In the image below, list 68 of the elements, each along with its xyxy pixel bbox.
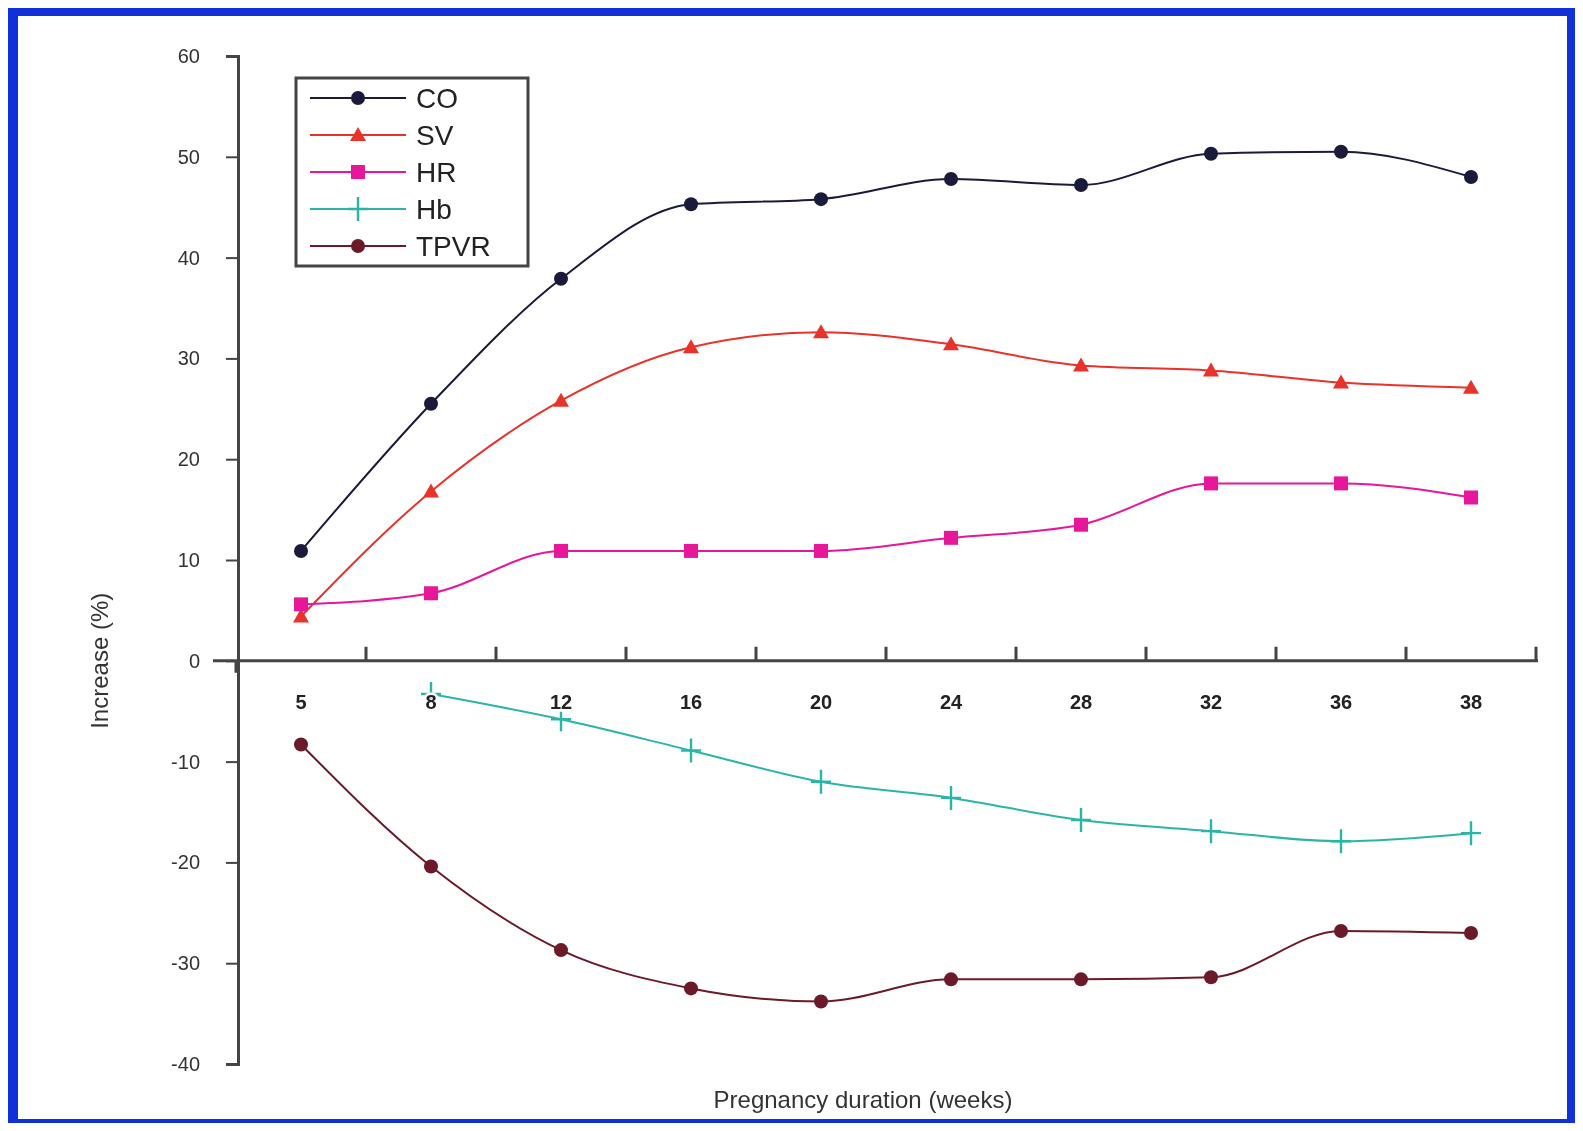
x-tick-label: 28 bbox=[1069, 690, 1093, 713]
point bbox=[1074, 972, 1088, 987]
y-tick-label: -10 bbox=[171, 750, 200, 773]
point bbox=[294, 543, 308, 558]
point bbox=[423, 483, 439, 498]
point bbox=[1464, 169, 1478, 184]
x-tick-label: 24 bbox=[939, 690, 963, 713]
legend-label: Hb bbox=[416, 193, 452, 225]
legend-label: TPVR bbox=[416, 230, 491, 262]
point bbox=[681, 738, 701, 763]
point bbox=[813, 324, 829, 339]
y-tick-label: 40 bbox=[177, 246, 200, 269]
x-tick-label: 5 bbox=[295, 690, 307, 713]
x-tick-label: 32 bbox=[1199, 690, 1223, 713]
point bbox=[554, 943, 568, 958]
point bbox=[1333, 374, 1349, 389]
y-tick-label: 50 bbox=[177, 145, 200, 168]
point bbox=[944, 972, 958, 987]
y-tick-label: 60 bbox=[177, 44, 200, 67]
point bbox=[684, 543, 698, 558]
x-tick-label: 16 bbox=[679, 690, 703, 713]
y-tick-label: 10 bbox=[177, 548, 200, 571]
x-tick-label: 12 bbox=[549, 690, 573, 713]
x-axis-title: Pregnancy duration (weeks) bbox=[713, 1086, 1013, 1113]
point bbox=[424, 586, 438, 601]
legend-label: SV bbox=[416, 119, 454, 151]
point bbox=[294, 597, 308, 612]
point bbox=[424, 859, 438, 874]
point bbox=[684, 981, 698, 996]
point bbox=[814, 543, 828, 558]
point bbox=[944, 530, 958, 545]
point bbox=[943, 336, 959, 351]
point bbox=[1463, 379, 1479, 394]
point bbox=[553, 392, 569, 407]
point bbox=[1464, 490, 1478, 505]
point bbox=[1334, 923, 1348, 938]
point bbox=[294, 737, 308, 752]
x-tick-label: 36 bbox=[1329, 690, 1353, 713]
y-tick-label: -30 bbox=[171, 952, 200, 975]
x-tick-label: 20 bbox=[809, 690, 833, 713]
point bbox=[1074, 178, 1088, 193]
point bbox=[1464, 925, 1478, 940]
y-tick-label: -20 bbox=[171, 851, 200, 874]
y-tick-label: 0 bbox=[188, 649, 200, 672]
point bbox=[944, 171, 958, 186]
y-tick-label: -40 bbox=[171, 1052, 200, 1075]
point bbox=[554, 543, 568, 558]
point bbox=[683, 339, 699, 354]
x-tick-label: 8 bbox=[425, 690, 437, 713]
point bbox=[554, 271, 568, 286]
point bbox=[1334, 476, 1348, 491]
x-tick-label: 38 bbox=[1459, 690, 1483, 713]
y-tick-label: 30 bbox=[177, 347, 200, 370]
point bbox=[1074, 517, 1088, 532]
y-axis-title: Increase (%) bbox=[86, 592, 113, 729]
legend-label: HR bbox=[416, 156, 457, 188]
point bbox=[1203, 362, 1219, 377]
point bbox=[1204, 970, 1218, 985]
point bbox=[1073, 357, 1089, 372]
y-tick-label: 20 bbox=[177, 448, 200, 471]
point bbox=[1204, 476, 1218, 491]
point bbox=[814, 994, 828, 1009]
point bbox=[1204, 146, 1218, 161]
legend-label: CO bbox=[416, 82, 458, 114]
point bbox=[1334, 144, 1348, 159]
point bbox=[814, 192, 828, 207]
point bbox=[424, 396, 438, 411]
point bbox=[684, 197, 698, 212]
